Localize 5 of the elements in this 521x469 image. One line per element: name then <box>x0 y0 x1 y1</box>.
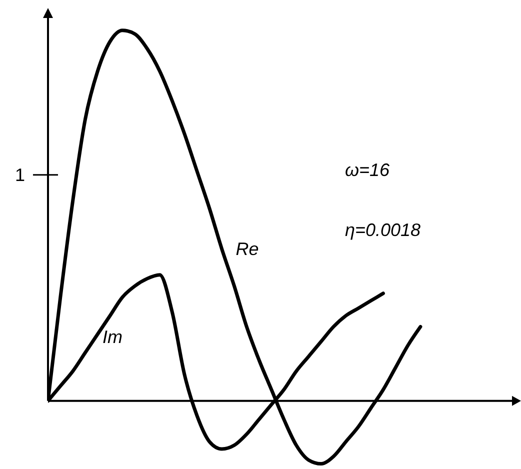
text: 1 <box>14 164 26 185</box>
series-label: Re <box>236 238 259 259</box>
annotation: η=0.0018 <box>345 220 421 240</box>
annotation: ω=16 <box>345 160 391 180</box>
series-label: Im <box>102 327 122 348</box>
